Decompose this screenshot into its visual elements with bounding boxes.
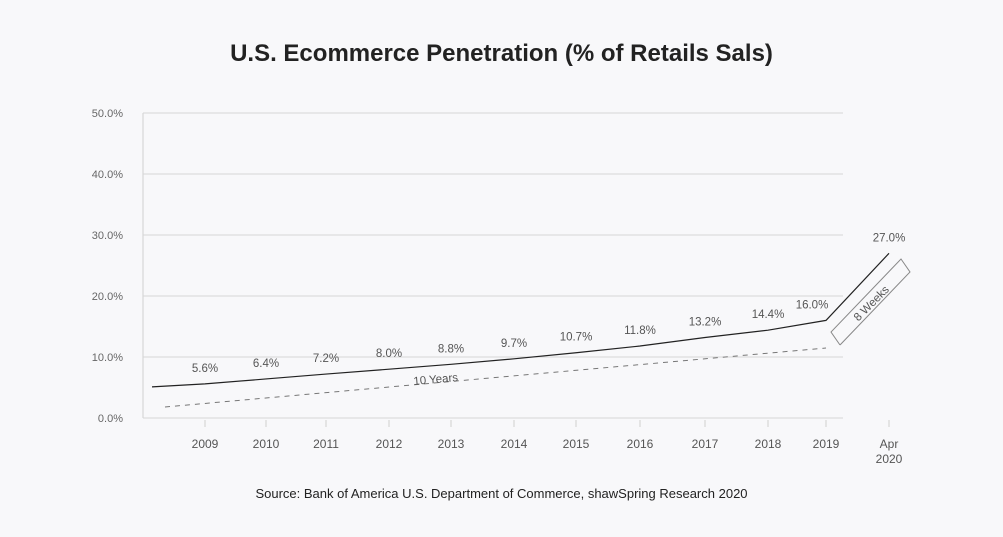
x-tick-label: 2016 xyxy=(627,437,654,451)
x-tick-label: 2018 xyxy=(755,437,782,451)
ten-years-trend-line xyxy=(164,347,827,408)
x-tick-label: 2017 xyxy=(692,437,719,451)
series-line xyxy=(151,252,890,388)
x-tick-label: 2010 xyxy=(253,437,280,451)
data-label: 13.2% xyxy=(689,316,722,328)
y-tick-label: 0.0% xyxy=(98,413,123,425)
y-tick-label: 30.0% xyxy=(92,230,123,242)
data-label: 27.0% xyxy=(873,232,906,244)
chart-title: U.S. Ecommerce Penetration (% of Retails… xyxy=(230,40,773,67)
x-tick-label: Apr 2020 xyxy=(876,437,903,466)
data-label: 11.8% xyxy=(624,325,656,337)
eight-weeks-bracket xyxy=(830,258,911,346)
x-tick-label: 2013 xyxy=(438,437,465,451)
data-label: 16.0% xyxy=(796,299,829,311)
x-tick-label: 2012 xyxy=(376,437,403,451)
data-label: 10.7% xyxy=(560,332,593,344)
data-label: 8.0% xyxy=(376,348,402,360)
data-label: 14.4% xyxy=(752,309,785,321)
x-tick-label: 2011 xyxy=(313,437,339,451)
data-label: 9.7% xyxy=(501,338,527,350)
chart-source: Source: Bank of America U.S. Department … xyxy=(255,486,748,501)
x-tick-label: 2014 xyxy=(501,437,528,451)
y-tick-label: 40.0% xyxy=(92,169,123,181)
ten-years-label: 10 Years xyxy=(413,372,459,388)
data-label: 8.8% xyxy=(438,343,464,355)
x-tick-label: 2009 xyxy=(192,437,219,451)
data-label: 5.6% xyxy=(192,363,218,375)
y-tick-label: 50.0% xyxy=(92,108,123,120)
y-tick-label: 20.0% xyxy=(92,291,123,303)
y-tick-label: 10.0% xyxy=(92,352,123,364)
x-tick-label: 2019 xyxy=(813,437,840,451)
data-label: 7.2% xyxy=(313,353,339,365)
x-tick-label: 2015 xyxy=(563,437,590,451)
data-label: 6.4% xyxy=(253,358,279,370)
